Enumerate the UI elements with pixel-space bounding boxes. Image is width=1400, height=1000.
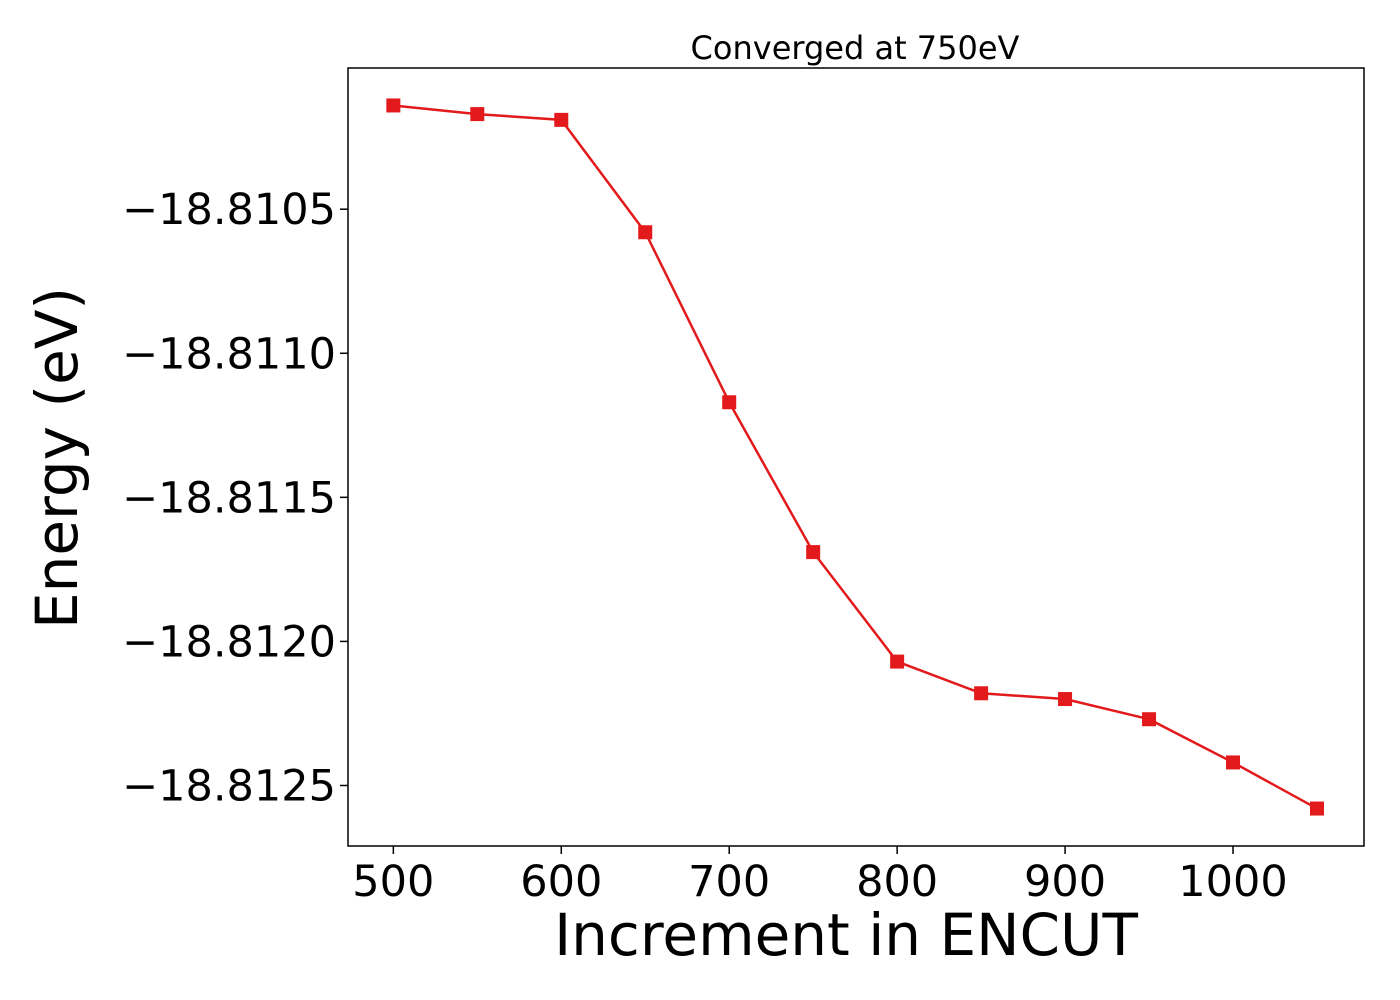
- y-axis-title: Energy (eV): [23, 287, 91, 629]
- x-axis-title: Increment in ENCUT: [554, 901, 1138, 969]
- y-axis-ticks: −18.8105 −18.8110 −18.8115 −18.8120 −18.8125: [122, 185, 348, 811]
- x-tick-label: 500: [352, 857, 434, 907]
- data-point-marker: [974, 686, 989, 701]
- x-tick-label: 800: [856, 857, 938, 907]
- y-tick-label: −18.8125: [122, 761, 336, 811]
- x-axis-ticks: 500 600 700 800 900 1000: [352, 846, 1288, 907]
- data-point-marker: [386, 98, 401, 113]
- x-tick-label: 1000: [1178, 857, 1287, 907]
- y-tick-label: −18.8120: [122, 617, 336, 667]
- data-point-marker: [1058, 692, 1073, 707]
- data-point-marker: [638, 225, 653, 240]
- data-point-marker: [470, 107, 485, 122]
- data-point-marker: [890, 654, 905, 669]
- y-tick-label: −18.8110: [122, 329, 336, 379]
- data-point-marker: [1226, 755, 1241, 770]
- data-point-marker: [806, 545, 821, 560]
- data-point-marker: [1142, 712, 1157, 727]
- chart-title: Converged at 750eV: [691, 29, 1020, 67]
- y-tick-label: −18.8105: [122, 185, 336, 235]
- x-tick-label: 700: [688, 857, 770, 907]
- series-line: [393, 104, 1318, 810]
- x-tick-label: 900: [1024, 857, 1106, 907]
- data-point-marker: [1309, 801, 1324, 816]
- data-point-marker: [554, 112, 569, 127]
- plot-area-frame: [347, 67, 1365, 847]
- series-layer: [386, 98, 1324, 816]
- y-tick-label: −18.8115: [122, 473, 336, 523]
- data-point-marker: [722, 395, 737, 410]
- x-tick-label: 600: [520, 857, 602, 907]
